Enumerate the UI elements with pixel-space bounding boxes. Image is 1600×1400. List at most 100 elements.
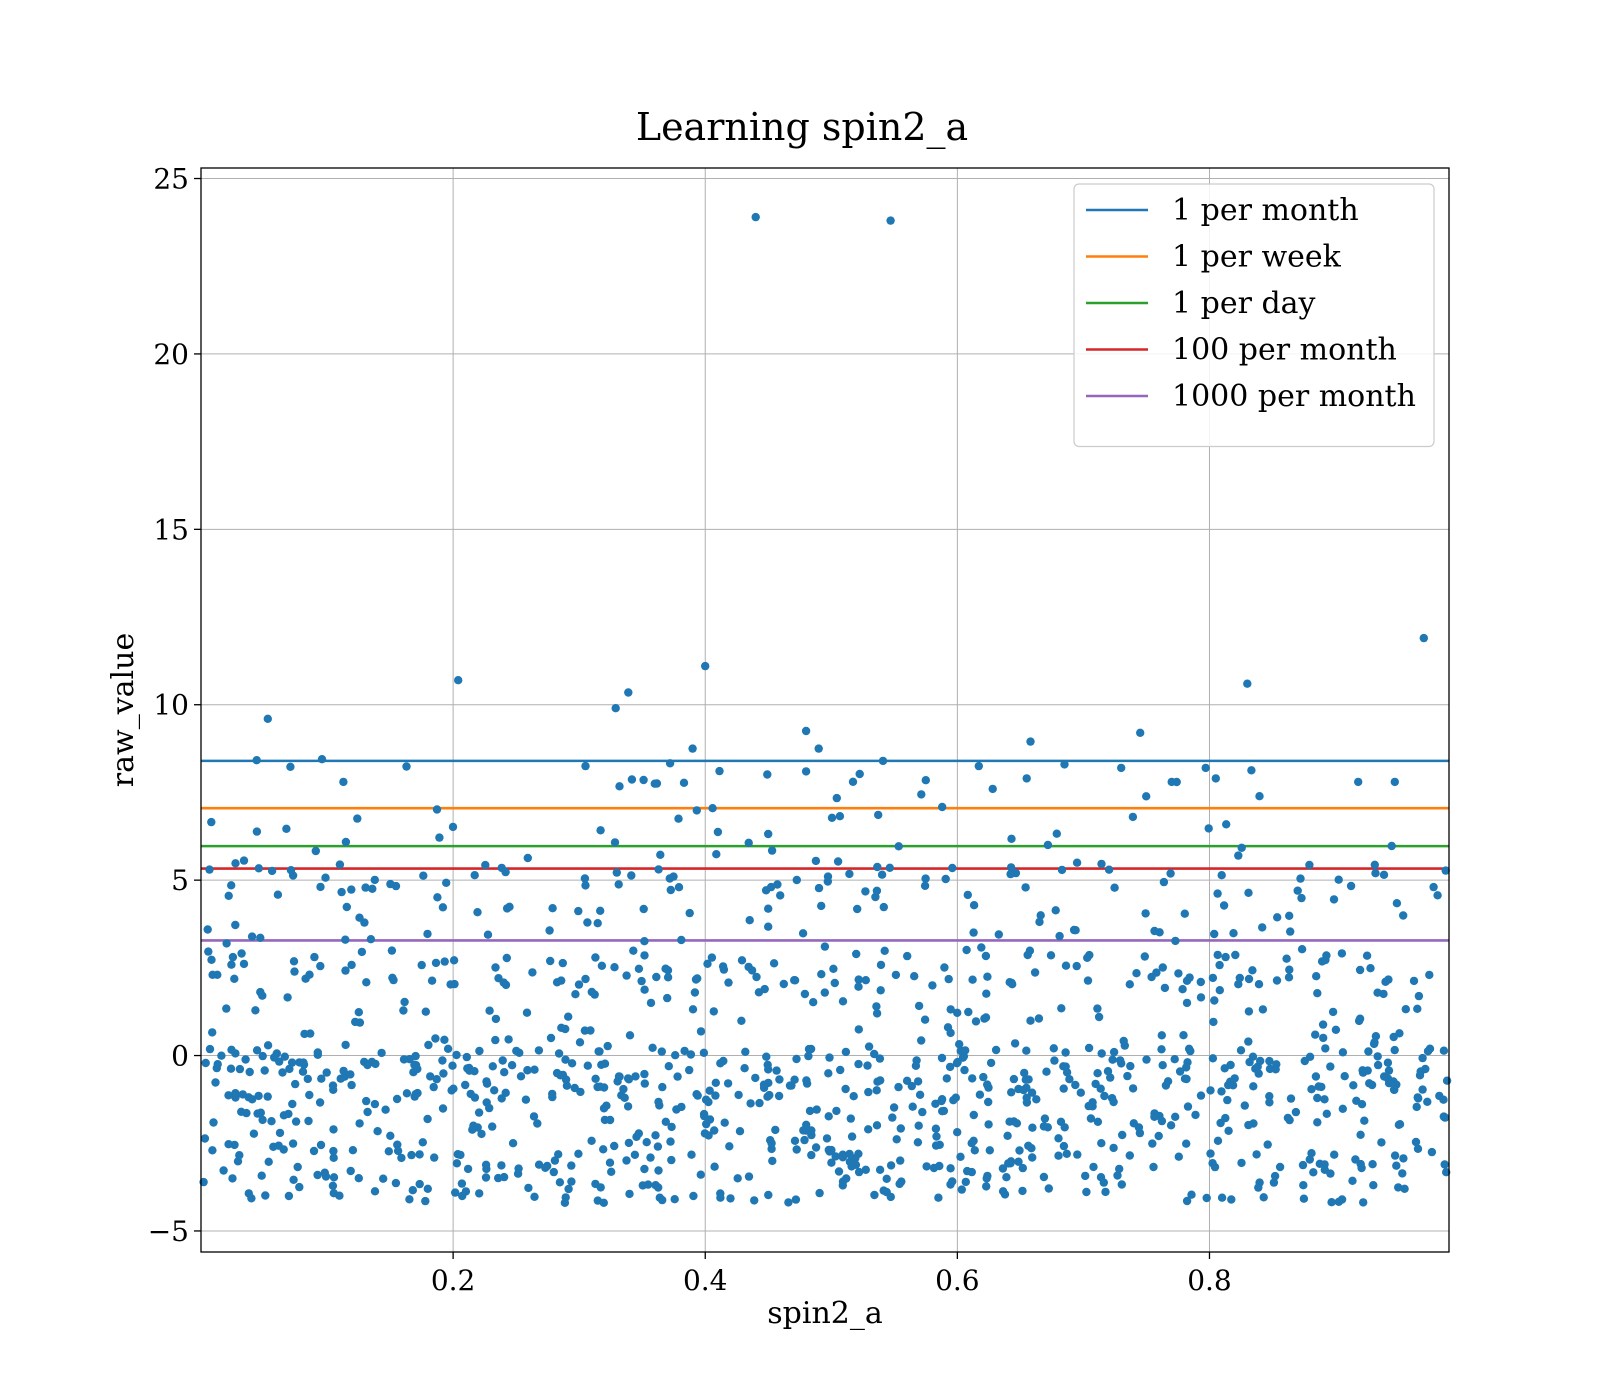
data-point (1354, 1016, 1364, 1026)
data-point (474, 1108, 484, 1117)
data-point (286, 866, 296, 875)
data-point (482, 1079, 492, 1088)
data-point (1213, 1136, 1223, 1146)
data-point (1167, 777, 1176, 787)
legend-label: 1000 per month (1172, 379, 1416, 414)
data-point (1083, 976, 1093, 985)
data-point (257, 1171, 266, 1180)
data-point (716, 1059, 725, 1068)
data-point (564, 1012, 573, 1021)
data-point (864, 1042, 874, 1051)
data-point (1328, 1007, 1338, 1017)
data-point (886, 216, 895, 225)
data-point (1093, 1117, 1103, 1127)
data-point (239, 959, 249, 969)
data-point (1320, 1095, 1329, 1104)
data-point (921, 874, 930, 883)
data-point (610, 963, 619, 972)
data-point (567, 1161, 576, 1170)
data-point (766, 882, 776, 892)
data-point (1101, 1187, 1110, 1197)
y-tick-label: 5 (171, 864, 189, 897)
data-point (830, 978, 839, 988)
data-point (424, 1040, 433, 1050)
data-point (507, 1061, 517, 1070)
data-point (1166, 869, 1175, 878)
data-point (438, 1104, 448, 1113)
data-point (366, 935, 376, 944)
data-point (848, 777, 858, 786)
data-point (932, 1132, 941, 1141)
data-point (631, 1072, 640, 1081)
data-point (1136, 728, 1145, 737)
data-point (1030, 968, 1040, 977)
data-point (402, 1089, 412, 1098)
data-point (339, 777, 348, 787)
data-point (384, 1147, 393, 1156)
data-point (988, 784, 997, 794)
data-point (1213, 889, 1222, 898)
data-point (895, 1179, 904, 1189)
data-point (849, 1092, 858, 1101)
data-point (832, 793, 841, 803)
data-point (832, 1106, 841, 1116)
data-point (321, 1172, 331, 1181)
data-point (1273, 913, 1282, 922)
data-point (1340, 1072, 1349, 1081)
data-point (845, 1157, 855, 1167)
data-point (1028, 1123, 1037, 1132)
legend-label: 100 per month (1172, 333, 1397, 368)
data-point (1360, 1116, 1369, 1125)
data-point (1210, 1162, 1220, 1172)
data-point (231, 859, 240, 868)
data-point (931, 1099, 940, 1109)
data-point (329, 1146, 338, 1156)
data-point (922, 1162, 931, 1171)
data-point (1171, 1112, 1180, 1122)
y-axis-label: raw_value (106, 633, 141, 787)
data-point (1254, 980, 1264, 989)
data-point (552, 1068, 562, 1078)
data-point (1244, 888, 1253, 897)
data-point (1286, 1094, 1296, 1103)
data-point (1231, 950, 1240, 960)
data-point (1109, 1143, 1118, 1153)
data-point (873, 862, 882, 872)
data-point (371, 1059, 380, 1069)
data-point (599, 1198, 608, 1208)
data-point (639, 775, 648, 785)
data-point (1297, 945, 1307, 954)
data-point (888, 1113, 897, 1122)
data-point (491, 963, 500, 972)
data-point (822, 1134, 832, 1143)
data-point (341, 1040, 350, 1050)
data-point (421, 1196, 430, 1206)
data-point (907, 1081, 916, 1091)
data-point (1158, 1061, 1167, 1070)
data-point (283, 993, 292, 1002)
data-point (278, 1068, 287, 1077)
data-point (347, 1080, 356, 1090)
data-point (347, 960, 356, 970)
data-point (802, 1120, 811, 1130)
data-point (1106, 1073, 1115, 1082)
data-point (1014, 1157, 1023, 1166)
data-point (807, 1126, 816, 1135)
data-point (1006, 863, 1016, 872)
data-point (982, 1182, 991, 1191)
data-point (983, 972, 992, 981)
data-point (1104, 865, 1114, 874)
data-point (610, 1141, 619, 1151)
data-point (921, 776, 930, 785)
data-point (1076, 1088, 1086, 1097)
data-point (247, 1194, 256, 1203)
data-point (720, 1118, 729, 1127)
data-point (1054, 1151, 1063, 1160)
data-point (408, 1186, 417, 1195)
data-point (1258, 923, 1267, 932)
data-point (286, 762, 295, 771)
data-point (593, 919, 602, 928)
data-point (1439, 1046, 1449, 1055)
data-point (1182, 1196, 1192, 1206)
data-point (1128, 1084, 1138, 1093)
